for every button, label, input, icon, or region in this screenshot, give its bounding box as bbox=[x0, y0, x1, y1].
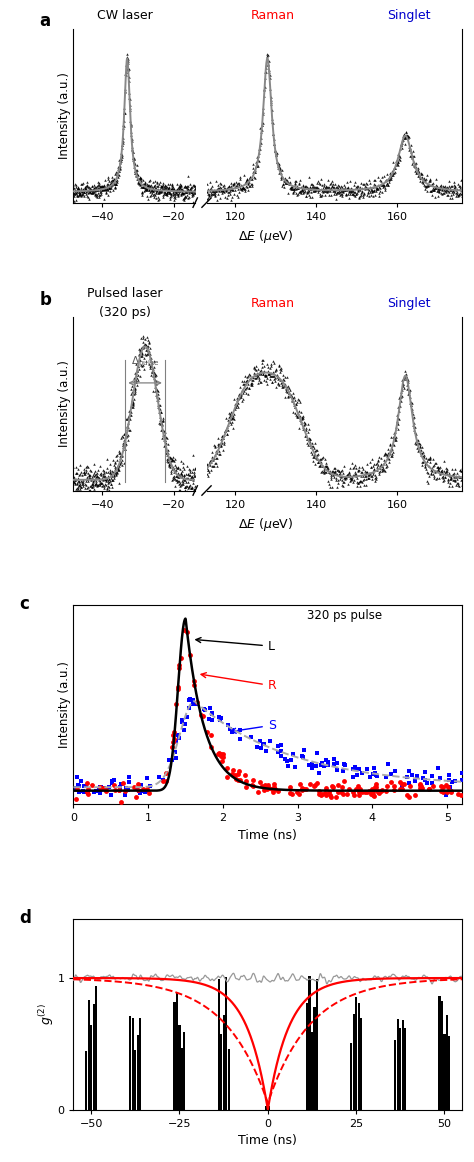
Bar bbox=[350, 1043, 352, 1110]
X-axis label: Time (ns): Time (ns) bbox=[238, 829, 297, 842]
Bar bbox=[313, 1007, 316, 1110]
Bar bbox=[95, 987, 97, 1110]
Text: R: R bbox=[201, 673, 276, 693]
X-axis label: Time (ns): Time (ns) bbox=[238, 1134, 297, 1147]
Bar bbox=[444, 1034, 446, 1110]
Bar bbox=[137, 1035, 139, 1110]
Y-axis label: Intensity (a.u.): Intensity (a.u.) bbox=[58, 72, 71, 159]
Bar bbox=[218, 978, 220, 1110]
Text: S: S bbox=[231, 719, 276, 733]
Bar bbox=[134, 1049, 137, 1110]
Bar bbox=[181, 1048, 183, 1110]
Bar bbox=[265, 1106, 270, 1110]
Bar bbox=[225, 977, 227, 1110]
Bar bbox=[397, 1019, 399, 1110]
Y-axis label: Intensity (a.u.): Intensity (a.u.) bbox=[58, 360, 71, 447]
Bar bbox=[360, 1018, 362, 1110]
Bar bbox=[316, 978, 318, 1110]
Bar bbox=[90, 1025, 92, 1110]
Bar bbox=[228, 1048, 229, 1110]
Text: $\Delta_{\mathrm{pulse}}$: $\Delta_{\mathrm{pulse}}$ bbox=[131, 354, 159, 370]
Text: $\Delta E$ ($\mu$eV): $\Delta E$ ($\mu$eV) bbox=[238, 228, 293, 245]
Bar bbox=[399, 1027, 401, 1110]
Bar bbox=[88, 1000, 90, 1110]
Bar bbox=[220, 1034, 222, 1110]
Bar bbox=[311, 1032, 313, 1110]
Text: Singlet: Singlet bbox=[387, 9, 430, 22]
Bar bbox=[394, 1040, 396, 1110]
Text: CW laser: CW laser bbox=[97, 9, 153, 22]
Bar bbox=[446, 1016, 448, 1110]
Bar bbox=[173, 1002, 175, 1110]
Text: (320 ps): (320 ps) bbox=[99, 306, 151, 318]
Bar bbox=[223, 1014, 225, 1110]
Y-axis label: $g^{(2)}$: $g^{(2)}$ bbox=[37, 1003, 56, 1025]
Bar bbox=[183, 1032, 185, 1110]
Text: d: d bbox=[19, 909, 31, 927]
Bar bbox=[448, 1037, 450, 1110]
Bar bbox=[441, 1002, 443, 1110]
Bar bbox=[306, 1003, 308, 1110]
Bar bbox=[139, 1018, 141, 1110]
Bar bbox=[404, 1028, 406, 1110]
Bar bbox=[402, 1020, 404, 1110]
Text: L: L bbox=[196, 638, 275, 653]
Text: Singlet: Singlet bbox=[387, 297, 430, 310]
Bar bbox=[132, 1018, 134, 1110]
Text: Raman: Raman bbox=[251, 9, 295, 22]
Bar bbox=[353, 1013, 355, 1110]
Text: Raman: Raman bbox=[251, 297, 295, 310]
Bar bbox=[309, 976, 310, 1110]
Y-axis label: Intensity (a.u.): Intensity (a.u.) bbox=[58, 661, 71, 748]
Bar bbox=[92, 1004, 95, 1110]
Text: Pulsed laser: Pulsed laser bbox=[87, 287, 163, 300]
Bar bbox=[357, 1003, 360, 1110]
Text: b: b bbox=[39, 290, 51, 309]
Bar bbox=[438, 996, 441, 1110]
Text: c: c bbox=[19, 595, 29, 612]
Text: 320 ps pulse: 320 ps pulse bbox=[307, 609, 382, 622]
Text: $\Delta E$ ($\mu$eV): $\Delta E$ ($\mu$eV) bbox=[238, 516, 293, 533]
Bar bbox=[355, 997, 357, 1110]
Bar bbox=[176, 992, 178, 1110]
Text: a: a bbox=[39, 12, 51, 30]
Bar bbox=[178, 1025, 181, 1110]
Bar bbox=[85, 1050, 87, 1110]
Bar bbox=[129, 1016, 131, 1110]
